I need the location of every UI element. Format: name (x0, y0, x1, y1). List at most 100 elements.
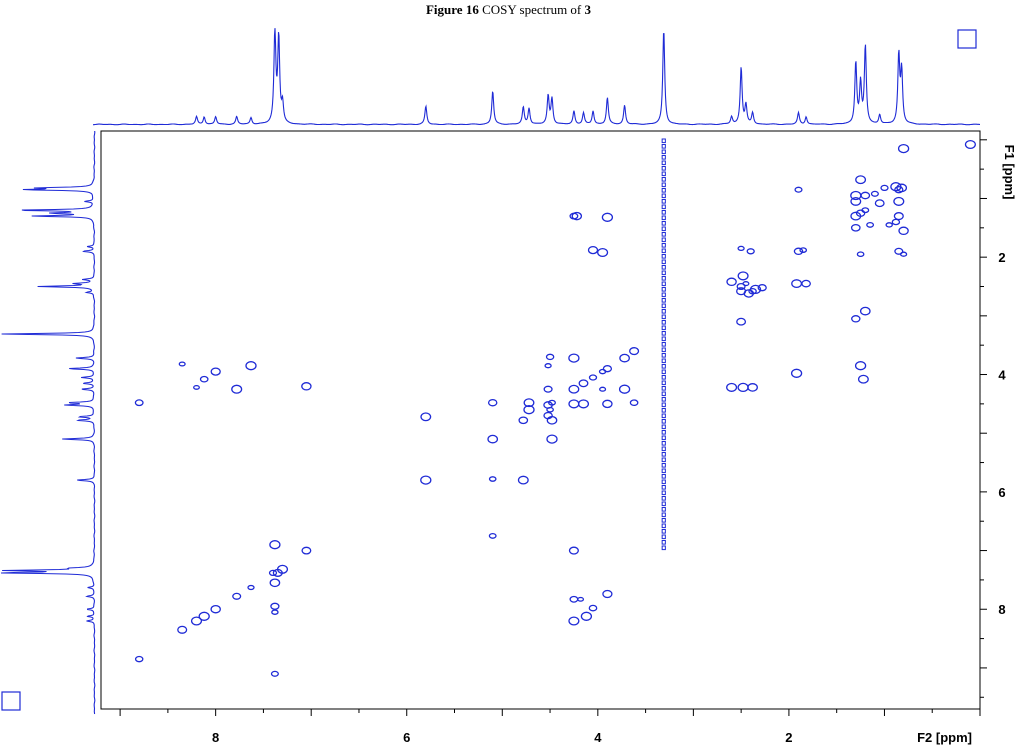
solvent-line-segment (661, 380, 666, 386)
solvent-line-segment (661, 138, 666, 144)
solvent-line-segment (661, 386, 666, 391)
cross-peak (488, 532, 497, 539)
cross-peak (420, 412, 432, 422)
solvent-line-segment (661, 523, 666, 529)
solvent-line-segment (661, 177, 666, 182)
y-tick-label: 8 (998, 602, 1005, 617)
solvent-line-segment (661, 226, 666, 232)
cross-peak (801, 279, 811, 288)
cross-peak (569, 595, 579, 603)
cross-peak (893, 212, 904, 221)
cross-peak (861, 207, 870, 214)
cross-peak (177, 625, 188, 634)
cross-peak (726, 277, 737, 287)
cross-peak (569, 212, 579, 220)
cross-peak (210, 604, 221, 614)
cross-peak (599, 386, 607, 392)
cross-peak (568, 546, 579, 555)
cross-peak (597, 247, 609, 258)
solvent-line-segment (661, 353, 666, 358)
cross-peak (964, 139, 976, 150)
y-tick-label: 6 (998, 485, 1005, 500)
solvent-line-segment (661, 479, 666, 485)
bottom-left-corner-box (1, 691, 21, 711)
solvent-line-segment (661, 413, 666, 419)
solvent-line-segment (661, 281, 666, 287)
y-tick-label: 4 (998, 368, 1006, 383)
solvent-line-segment (661, 545, 666, 551)
solvent-line-segment (661, 474, 666, 479)
solvent-line-segment (661, 182, 666, 188)
cross-peak (854, 361, 867, 371)
cross-peak (855, 209, 866, 217)
cross-peak (790, 368, 803, 378)
solvent-line-segment (661, 397, 666, 402)
solvent-line-segment (661, 188, 666, 193)
cross-peak (618, 384, 631, 394)
cross-peak (488, 476, 497, 482)
top-right-corner-box (957, 29, 977, 49)
cross-peak (742, 281, 750, 287)
solvent-line-segment (661, 155, 666, 160)
cross-peak (578, 379, 589, 388)
cross-peak (198, 611, 210, 621)
solvent-line-segment (661, 534, 666, 540)
cross-peak (890, 182, 902, 192)
cross-peak (548, 399, 556, 406)
solvent-line-segment (661, 259, 666, 265)
solvent-line-segment (661, 254, 666, 259)
solvent-line-segment (661, 446, 666, 452)
solvent-line-segment (661, 171, 666, 177)
cross-peak (870, 190, 879, 197)
cross-peak (301, 382, 312, 391)
solvent-line-segment (661, 270, 666, 276)
cross-peak (134, 655, 144, 663)
cross-peak (743, 289, 755, 298)
solvent-line-segment (661, 144, 666, 149)
cross-peak (880, 184, 889, 192)
f2-axis: 8 6 4 2 (119, 709, 981, 745)
cross-peak (270, 602, 280, 610)
solvent-line-segment (661, 408, 666, 413)
solvent-line-segment (661, 210, 666, 215)
cross-peak (247, 584, 255, 591)
cross-peak (860, 191, 871, 200)
solvent-line-segment (661, 430, 666, 435)
cross-peak (855, 175, 867, 185)
cross-peak (602, 589, 613, 599)
cross-peak (231, 384, 243, 394)
solvent-line-segment (661, 166, 666, 171)
cross-peak (271, 609, 279, 615)
cross-peak (894, 186, 904, 194)
solvent-line-segment (661, 193, 666, 199)
cross-peak (602, 399, 613, 409)
cross-peak (178, 361, 186, 367)
cross-peak (857, 374, 869, 384)
solvent-line-segment (661, 391, 666, 397)
cross-peak (568, 399, 580, 409)
cross-peak (799, 247, 808, 253)
cross-peak (629, 347, 640, 356)
solvent-line-segment (661, 375, 666, 380)
solvent-line-segment (661, 358, 666, 364)
cross-peak (523, 398, 535, 408)
cross-peak (793, 247, 804, 256)
cross-peak (545, 353, 555, 361)
cross-peak (587, 245, 599, 255)
cross-peak (546, 406, 554, 413)
solvent-line-segment (661, 325, 666, 331)
solvent-line-segment (661, 314, 666, 320)
cross-peak (897, 143, 910, 154)
f1-axis-label: F1 [ppm] (1002, 145, 1017, 200)
cross-peak (546, 415, 558, 425)
cross-peak (210, 367, 221, 376)
figure-label: Figure 16 (425, 2, 479, 17)
solvent-line-segment (661, 298, 666, 303)
cross-peak-group (134, 139, 976, 677)
cross-peak (850, 223, 861, 232)
solvent-line-segment (661, 265, 666, 270)
cross-peak (747, 383, 758, 392)
cross-peak (866, 221, 875, 228)
cross-peak (737, 271, 749, 281)
